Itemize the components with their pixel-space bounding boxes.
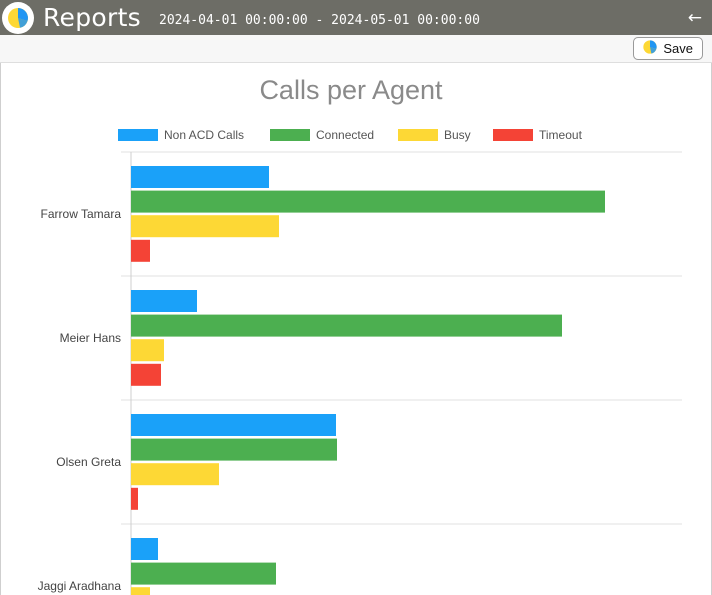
legend-swatch xyxy=(398,129,438,141)
pie-chart-icon xyxy=(2,1,34,34)
bar xyxy=(131,290,197,312)
category-label: Meier Hans xyxy=(60,331,121,345)
save-label: Save xyxy=(663,41,693,56)
pie-chart-icon xyxy=(642,39,658,58)
bar xyxy=(131,587,150,595)
arrow-left-icon[interactable]: ← xyxy=(687,8,702,28)
bar-chart: Calls per Agent Non ACD Calls Connected Bus… xyxy=(38,75,682,595)
bar xyxy=(131,414,336,436)
bar xyxy=(131,239,150,262)
category-label: Jaggi Aradhana xyxy=(38,579,122,593)
legend-label: Connected xyxy=(316,128,374,142)
bar xyxy=(131,487,138,510)
legend-label: Timeout xyxy=(539,128,583,142)
category-label: Farrow Tamara xyxy=(41,207,122,221)
legend-label: Busy xyxy=(444,128,471,142)
toolbar: Save xyxy=(0,35,712,63)
bar xyxy=(131,215,279,238)
date-range: 2024-04-01 00:00:00 - 2024-05-01 00:00:0… xyxy=(159,12,480,28)
legend-swatch xyxy=(493,129,533,141)
save-button[interactable]: Save xyxy=(633,37,703,60)
legend-swatch xyxy=(118,129,158,141)
bar xyxy=(131,463,219,486)
bar xyxy=(131,438,337,461)
bar xyxy=(131,538,158,560)
app-title: Reports xyxy=(43,3,141,32)
chart-title: Calls per Agent xyxy=(259,75,443,105)
bar xyxy=(131,562,276,585)
title-bar: Reports 2024-04-01 00:00:00 - 2024-05-01… xyxy=(0,0,712,35)
bar xyxy=(131,166,269,188)
panel-left-border xyxy=(0,63,1,595)
bar xyxy=(131,190,605,213)
bar xyxy=(131,363,161,386)
legend-swatch xyxy=(270,129,310,141)
bar xyxy=(131,339,164,362)
bar xyxy=(131,314,562,337)
chart-area: Calls per Agent Non ACD Calls Connected Bus… xyxy=(0,63,712,595)
category-label: Olsen Greta xyxy=(56,455,121,469)
legend-label: Non ACD Calls xyxy=(164,128,244,142)
